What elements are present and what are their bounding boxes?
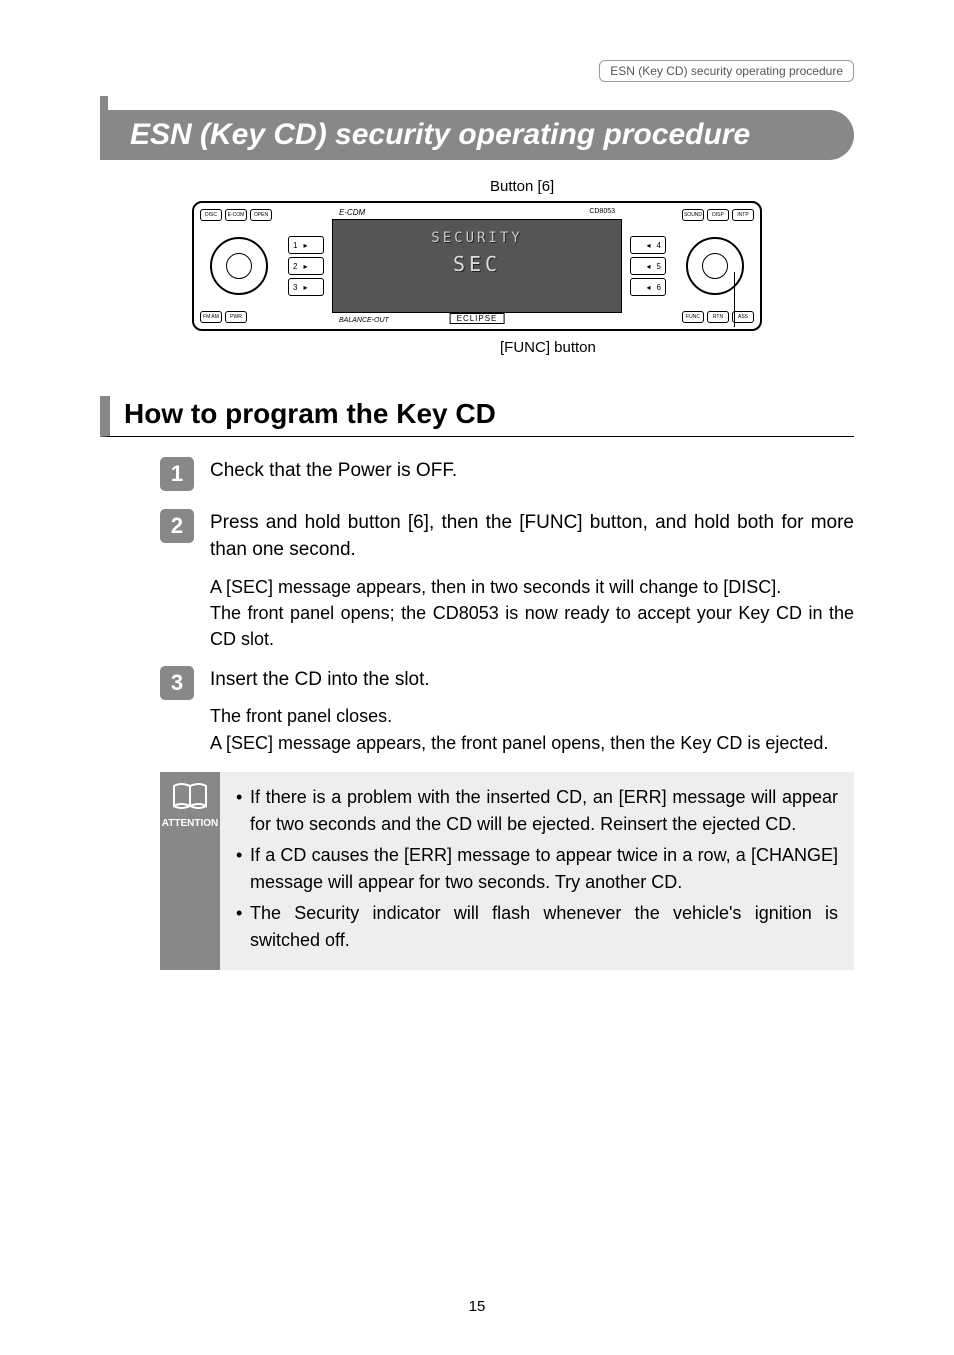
brand-label: E-CDM xyxy=(339,208,365,217)
lcd-line-2: SEC xyxy=(333,252,621,276)
ass-button: ASS xyxy=(732,311,754,323)
bottom-right-buttons: FUNC RTN ASS xyxy=(682,311,754,323)
model-label: CD8053 xyxy=(589,208,615,215)
balance-label: BALANCE-OUT xyxy=(339,317,389,324)
disp-button: DISP xyxy=(707,209,729,221)
preset-5: ◂ 5 xyxy=(630,257,666,275)
device-diagram: Button [6] DISC E-COM OPEN FM AM PWR 1 ▸… xyxy=(100,178,854,356)
func-button: FUNC xyxy=(682,311,704,323)
preset-left-column: 1 ▸ 2 ▸ 3 ▸ xyxy=(284,203,328,329)
step-number-1: 1 xyxy=(160,457,194,491)
sound-button: SOUND xyxy=(682,209,704,221)
eclipse-label: ECLIPSE xyxy=(450,313,505,324)
page-title: ESN (Key CD) security operating procedur… xyxy=(130,118,834,152)
volume-knob xyxy=(210,237,268,295)
step-number-2: 2 xyxy=(160,509,194,543)
step-3-title: Insert the CD into the slot. xyxy=(210,666,854,694)
attention-item-2: If a CD causes the [ERR] message to appe… xyxy=(236,842,838,896)
header-chip: ESN (Key CD) security operating procedur… xyxy=(599,60,854,82)
attention-block: ATTENTION If there is a problem with the… xyxy=(160,772,854,970)
section-heading: How to program the Key CD xyxy=(100,396,854,437)
preset-2-label: 2 xyxy=(293,262,297,271)
intp-button: INTP xyxy=(732,209,754,221)
step-3-body: Insert the CD into the slot. The front p… xyxy=(210,666,854,756)
top-right-buttons: SOUND DISP INTP xyxy=(682,209,754,221)
lcd-screen: E-CDM CD8053 SECURITY SEC BALANCE-OUT EC… xyxy=(332,219,622,313)
title-banner: ESN (Key CD) security operating procedur… xyxy=(100,110,854,160)
select-knob xyxy=(686,237,744,295)
step-2-body: Press and hold button [6], then the [FUN… xyxy=(210,509,854,652)
attention-item-1: If there is a problem with the inserted … xyxy=(236,784,838,838)
preset-6: ◂ 6 xyxy=(630,278,666,296)
preset-4-label: 4 xyxy=(657,241,661,250)
preset-4: ◂ 4 xyxy=(630,236,666,254)
callout-func-button: [FUNC] button xyxy=(500,339,854,356)
rtn-button: RTN xyxy=(707,311,729,323)
step-3: 3 Insert the CD into the slot. The front… xyxy=(100,666,854,756)
car-stereo-faceplate: DISC E-COM OPEN FM AM PWR 1 ▸ 2 ▸ 3 ▸ E-… xyxy=(192,201,762,331)
step-1-title: Check that the Power is OFF. xyxy=(210,457,854,485)
preset-5-label: 5 xyxy=(657,262,661,271)
steps-list: 1 Check that the Power is OFF. 2 Press a… xyxy=(100,457,854,756)
step-2-desc: A [SEC] message appears, then in two sec… xyxy=(210,574,854,652)
step-2-title: Press and hold button [6], then the [FUN… xyxy=(210,509,854,564)
attention-label-text: ATTENTION xyxy=(162,818,218,829)
preset-right-column: ◂ 4 ◂ 5 ◂ 6 xyxy=(626,203,670,329)
preset-2: 2 ▸ xyxy=(288,257,324,275)
step-1-body: Check that the Power is OFF. xyxy=(210,457,854,495)
step-2: 2 Press and hold button [6], then the [F… xyxy=(100,509,854,652)
page-number: 15 xyxy=(469,1298,486,1315)
preset-3: 3 ▸ xyxy=(288,278,324,296)
preset-1-label: 1 xyxy=(293,241,297,250)
book-icon xyxy=(172,782,208,812)
attention-item-3: The Security indicator will flash whenev… xyxy=(236,900,838,954)
step-3-desc: The front panel closes. A [SEC] message … xyxy=(210,703,854,755)
attention-content: If there is a problem with the inserted … xyxy=(220,772,854,970)
preset-6-label: 6 xyxy=(657,283,661,292)
step-number-3: 3 xyxy=(160,666,194,700)
lcd-line-1: SECURITY xyxy=(333,230,621,246)
left-knob-area xyxy=(194,203,284,329)
preset-3-label: 3 xyxy=(293,283,297,292)
callout-button-6: Button [6] xyxy=(490,178,854,195)
step-1: 1 Check that the Power is OFF. xyxy=(100,457,854,495)
attention-sidebar: ATTENTION xyxy=(160,772,220,970)
preset-1: 1 ▸ xyxy=(288,236,324,254)
